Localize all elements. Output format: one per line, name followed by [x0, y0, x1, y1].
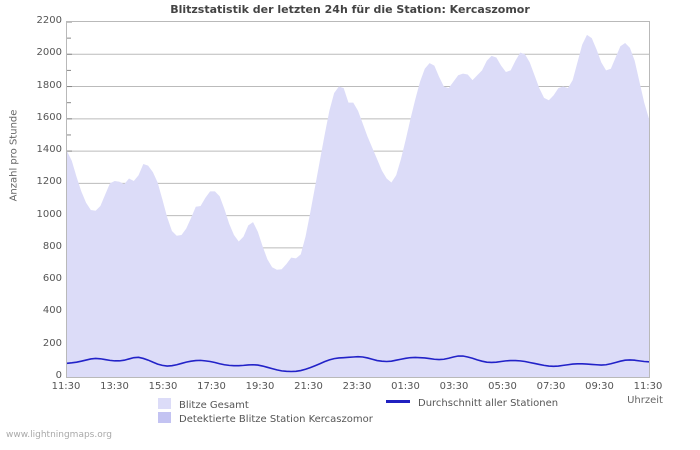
legend-item: Blitze Gesamt	[158, 398, 249, 411]
x-axis-tick-label: 11:30	[633, 381, 663, 392]
x-axis-tick-label: 01:30	[391, 381, 420, 392]
legend-item-label: Detektierte Blitze Station Kercaszomor	[179, 414, 373, 425]
x-axis-tick-labels: 11:30 13:30 15:30 17:30 19:30 21:30 23:30 01:30…	[0, 381, 700, 395]
x-axis-tick-label: 13:30	[100, 381, 129, 392]
plot-area	[66, 21, 650, 378]
y-axis-tick-label: 1600	[36, 111, 62, 123]
legend-item-label: Durchschnitt aller Stationen	[418, 398, 559, 409]
x-axis-tick-label: 03:30	[439, 381, 469, 392]
x-axis-tick-label: 23:30	[342, 381, 372, 392]
y-axis-tick-label: 0	[55, 370, 62, 381]
y-axis-title: Anzahl pro Stunde	[8, 109, 20, 202]
y-axis-tick-label: 1400	[36, 144, 62, 156]
y-axis-tick-label: 1800	[36, 79, 62, 91]
page-title: Blitzstatistik der letzten 24h für die S…	[170, 3, 530, 16]
x-axis-title: Uhrzeit	[627, 395, 663, 406]
x-axis-tick-label: 19:30	[245, 381, 275, 392]
y-axis-tick-label: 200	[42, 337, 62, 349]
x-axis-tick-label: 21:30	[294, 381, 323, 392]
legend-item-label: Blitze Gesamt	[179, 400, 249, 411]
legend-line-swatch-icon	[386, 400, 410, 403]
x-axis-tick-label: 17:30	[197, 381, 226, 392]
y-axis-tick-label: 1200	[36, 176, 62, 188]
legend-item: Durchschnitt aller Stationen	[386, 398, 558, 409]
legend-area-swatch-icon	[158, 398, 171, 409]
series-line-durchschnitt	[67, 355, 649, 373]
y-axis-tick-label: 1000	[36, 208, 62, 220]
legend-area-swatch-icon	[158, 412, 171, 423]
footer-attribution: www.lightningmaps.org	[6, 430, 112, 440]
x-axis-tick-label: 07:30	[536, 381, 566, 392]
x-axis-tick-label: 05:30	[488, 381, 517, 392]
x-axis-tick-label: 15:30	[148, 381, 178, 392]
chart-legend: Blitze Gesamt Detektierte Blitze Station …	[0, 396, 700, 426]
x-axis-tick-label: 11:30	[51, 381, 81, 392]
y-axis-tick-labels: 0 200 400 600 800 1000 1200 1400 1600 1800 2000 220…	[0, 0, 62, 400]
y-axis-tick-label: 2200	[36, 15, 62, 26]
y-axis-tick-label: 400	[42, 305, 62, 317]
y-axis-tick-label: 800	[42, 240, 62, 252]
chart-plot-svg	[67, 22, 649, 377]
series-area-blitze-gesamt	[67, 34, 649, 377]
y-axis-tick-label: 600	[42, 273, 62, 285]
legend-item: Detektierte Blitze Station Kercaszomor	[158, 412, 373, 425]
x-axis-tick-label: 09:30	[585, 381, 614, 392]
y-axis-tick-label: 2000	[36, 47, 62, 59]
